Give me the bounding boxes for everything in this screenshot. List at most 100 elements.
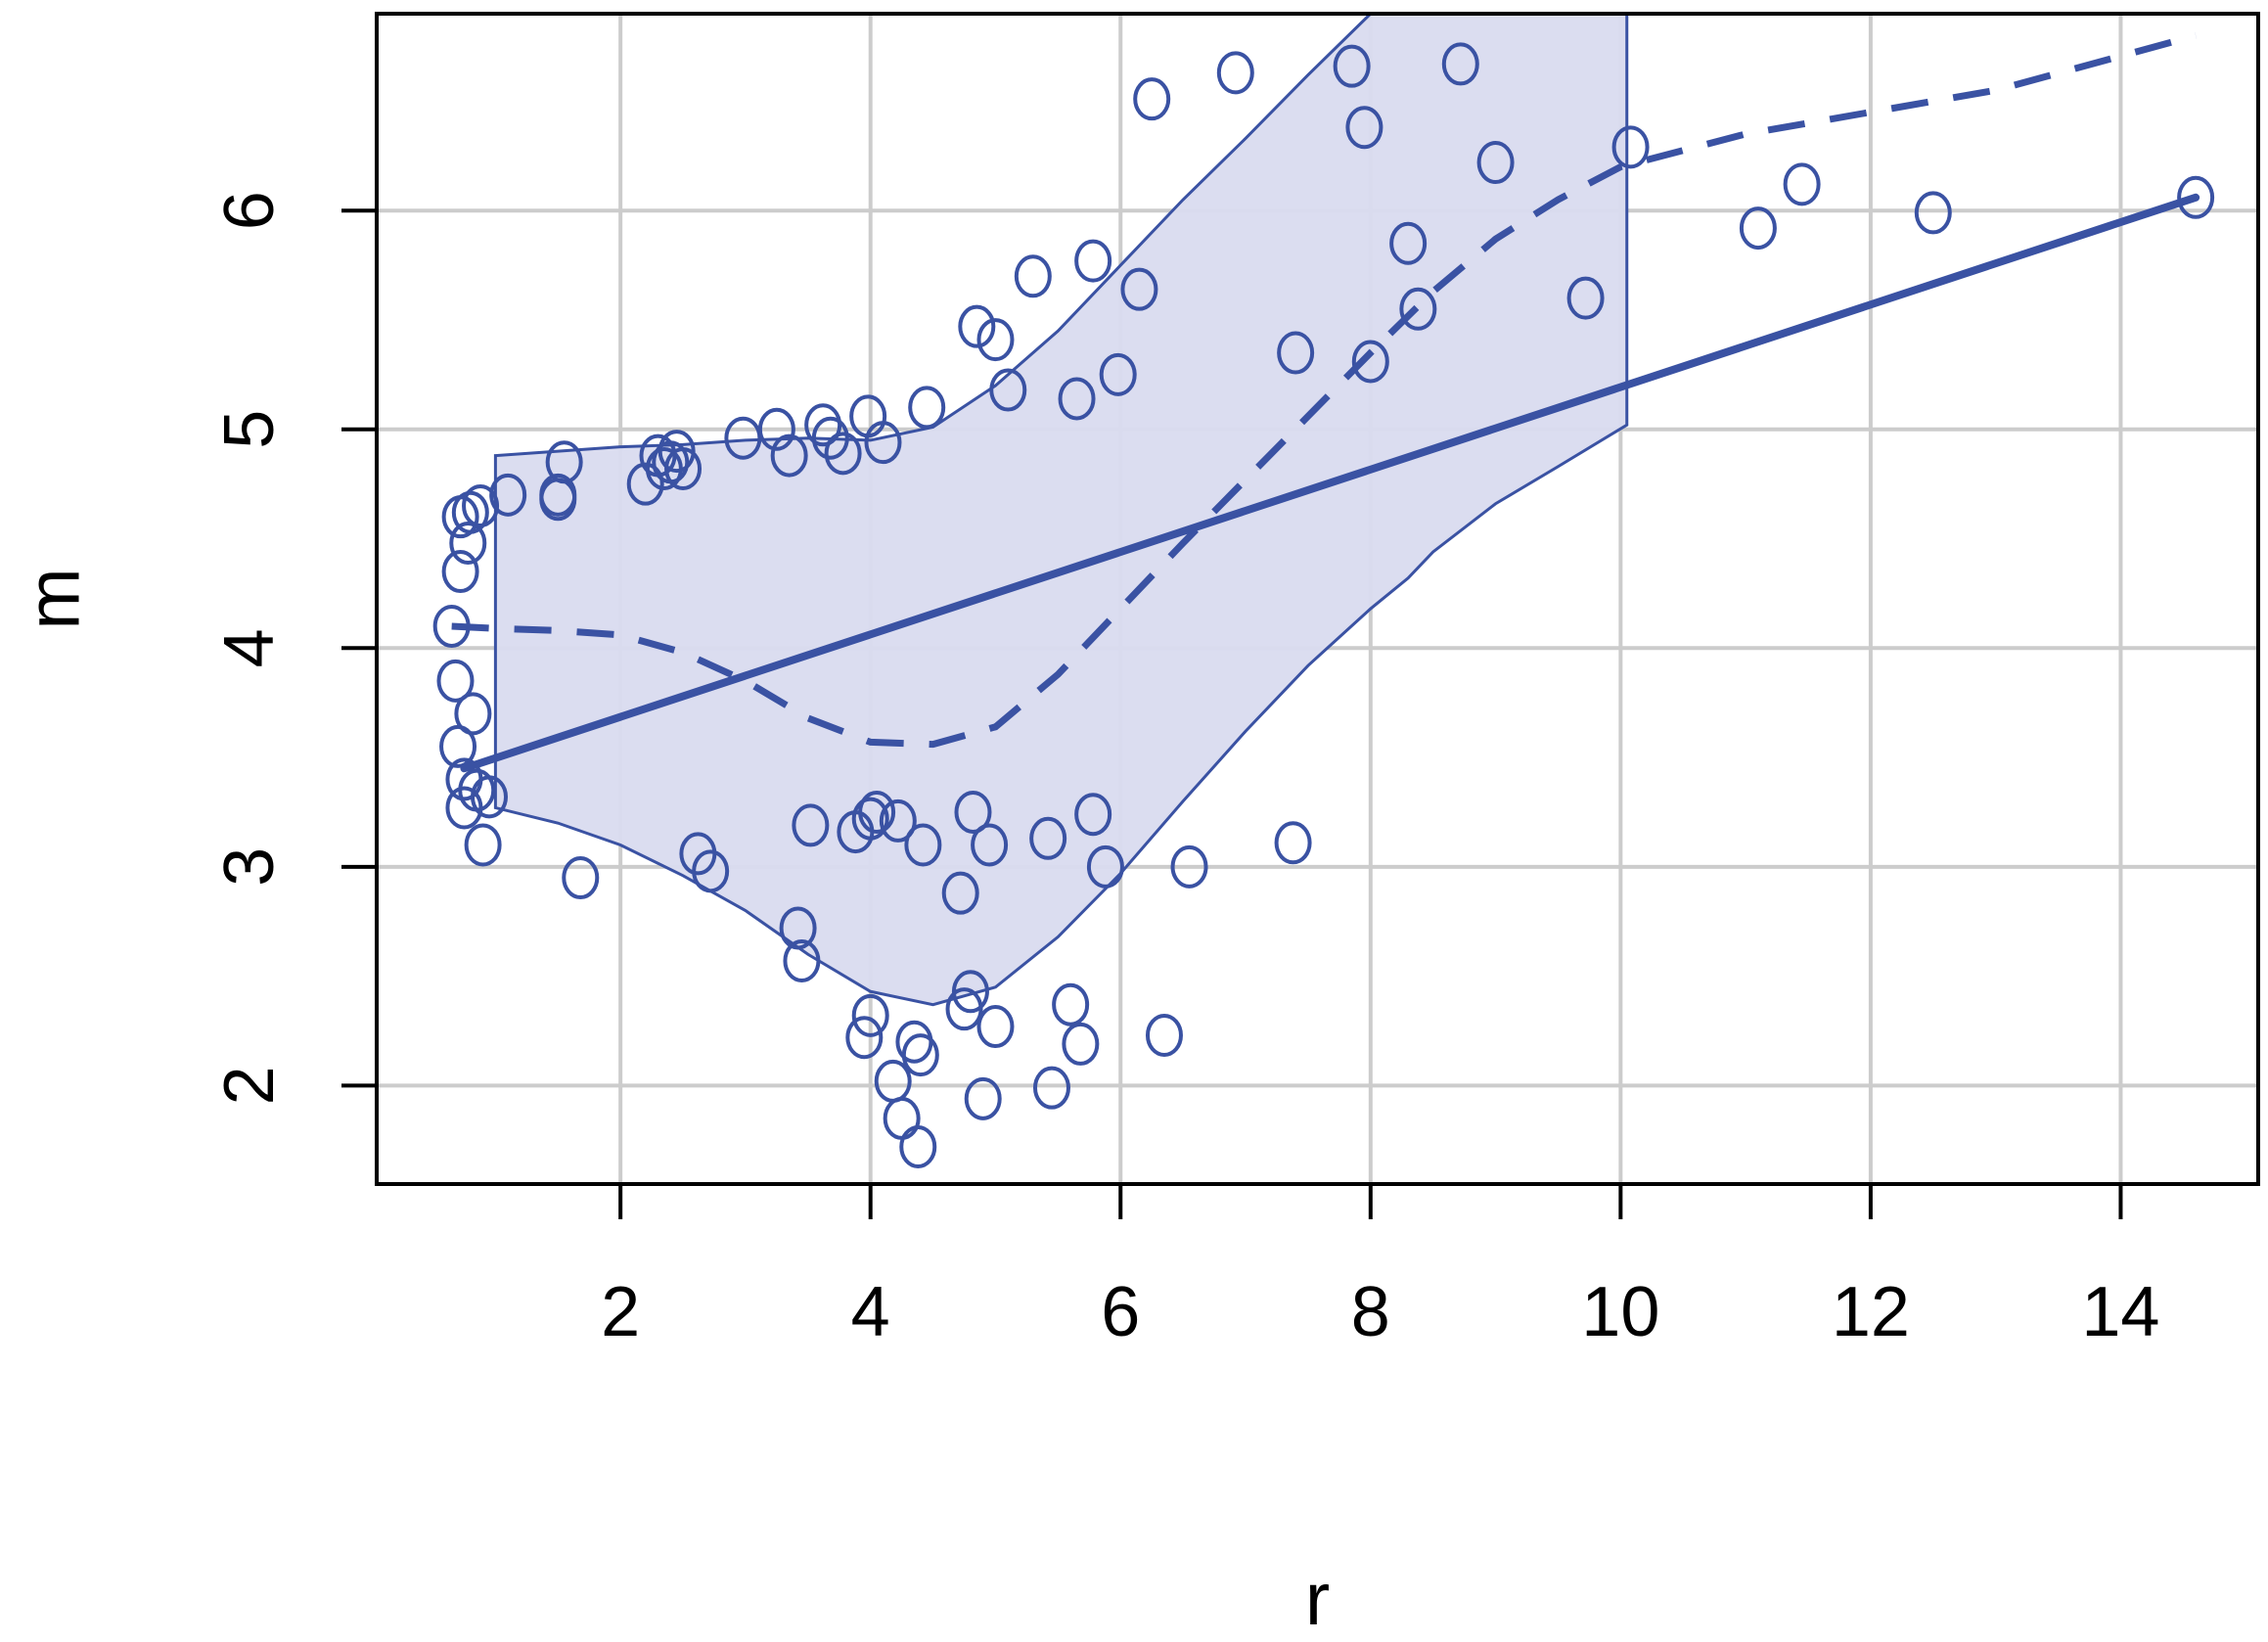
data-point xyxy=(724,416,762,460)
data-point xyxy=(864,421,902,465)
x-tick-label: 2 xyxy=(601,1273,640,1351)
data-point xyxy=(1739,206,1777,251)
gridlines xyxy=(377,14,2258,1184)
fit-lines-group xyxy=(451,31,2200,773)
data-point xyxy=(770,433,808,478)
data-point xyxy=(432,604,471,648)
data-point xyxy=(971,823,1009,867)
data-point xyxy=(845,1016,884,1060)
data-point xyxy=(664,446,703,490)
axes-group: 2 4 6 8 10 12 14 2 3 4 5 6 xyxy=(210,191,2159,1351)
data-points-group xyxy=(432,42,2215,1168)
data-point xyxy=(2177,175,2215,219)
x-tick-label: 4 xyxy=(851,1273,890,1351)
x-axis-title: r xyxy=(1305,1558,1330,1641)
data-point xyxy=(1014,254,1052,298)
data-point xyxy=(954,790,992,834)
y-tick-label: 4 xyxy=(210,628,289,667)
data-point xyxy=(851,993,889,1037)
data-point xyxy=(901,1033,939,1077)
y-tick-label: 5 xyxy=(210,410,289,449)
data-point xyxy=(908,386,946,430)
data-point xyxy=(879,798,917,843)
data-point xyxy=(1333,44,1371,88)
data-point xyxy=(874,1059,912,1103)
data-point xyxy=(783,938,821,982)
data-point xyxy=(851,797,889,841)
data-point xyxy=(1058,377,1096,421)
data-point xyxy=(436,659,475,703)
data-point xyxy=(1032,1066,1070,1110)
data-point xyxy=(470,775,508,819)
plot-frame xyxy=(375,12,2260,1186)
data-point xyxy=(1277,331,1315,375)
data-point xyxy=(883,1096,921,1140)
data-point xyxy=(824,432,862,476)
data-point xyxy=(1099,352,1137,396)
y-tick-label: 2 xyxy=(210,1066,289,1105)
data-point xyxy=(464,823,502,867)
data-point xyxy=(562,856,600,900)
data-point xyxy=(976,318,1015,362)
data-point xyxy=(1120,267,1158,311)
data-point xyxy=(1074,239,1112,283)
data-point xyxy=(441,550,479,594)
data-point xyxy=(779,906,817,950)
data-point xyxy=(449,521,487,565)
y-tick-label: 3 xyxy=(210,847,289,887)
data-point xyxy=(1086,844,1124,889)
data-point xyxy=(454,692,492,736)
x-tick-label: 8 xyxy=(1351,1273,1390,1351)
x-tick-label: 10 xyxy=(1581,1273,1659,1351)
data-point xyxy=(899,1124,937,1168)
data-point xyxy=(626,462,664,506)
data-point xyxy=(804,403,842,447)
data-point xyxy=(1074,793,1112,837)
data-point xyxy=(1389,221,1428,265)
data-point xyxy=(1345,106,1383,150)
data-point xyxy=(951,970,989,1014)
data-point xyxy=(858,790,896,834)
data-point xyxy=(904,823,942,867)
data-point xyxy=(757,407,795,451)
data-point xyxy=(1611,125,1650,169)
x-tick-label: 14 xyxy=(2081,1273,2159,1351)
data-point xyxy=(1399,287,1437,331)
data-point xyxy=(811,416,849,460)
data-point xyxy=(439,724,477,768)
data-point xyxy=(1914,191,1952,235)
x-tick-label: 6 xyxy=(1101,1273,1140,1351)
data-point xyxy=(1783,162,1821,206)
data-point xyxy=(1145,1013,1183,1057)
data-point xyxy=(976,1005,1015,1049)
data-point xyxy=(941,871,979,915)
data-point xyxy=(1029,816,1067,860)
data-point xyxy=(1274,821,1312,865)
data-point xyxy=(1052,982,1090,1026)
y-tick-label: 6 xyxy=(210,191,289,230)
data-point xyxy=(1133,77,1171,121)
x-tick-label: 12 xyxy=(1832,1273,1910,1351)
data-point xyxy=(989,368,1027,412)
data-point xyxy=(1216,51,1254,95)
data-point xyxy=(1476,141,1515,185)
y-axis-title: m xyxy=(13,568,96,629)
data-point xyxy=(1566,276,1605,320)
linear-fit-line xyxy=(460,193,2200,773)
data-point xyxy=(1441,42,1479,86)
data-point xyxy=(692,849,730,893)
confidence-band-group xyxy=(493,12,1629,1007)
smooth-fit-line xyxy=(451,31,2198,749)
data-point xyxy=(1062,1022,1100,1066)
data-point xyxy=(958,304,996,348)
data-point xyxy=(964,1076,1002,1120)
data-point xyxy=(792,803,830,847)
confidence-band xyxy=(493,12,1629,1007)
data-point xyxy=(489,473,527,517)
data-point xyxy=(1170,844,1208,889)
data-point xyxy=(545,440,583,484)
data-point xyxy=(462,483,500,527)
data-point xyxy=(1351,340,1389,384)
